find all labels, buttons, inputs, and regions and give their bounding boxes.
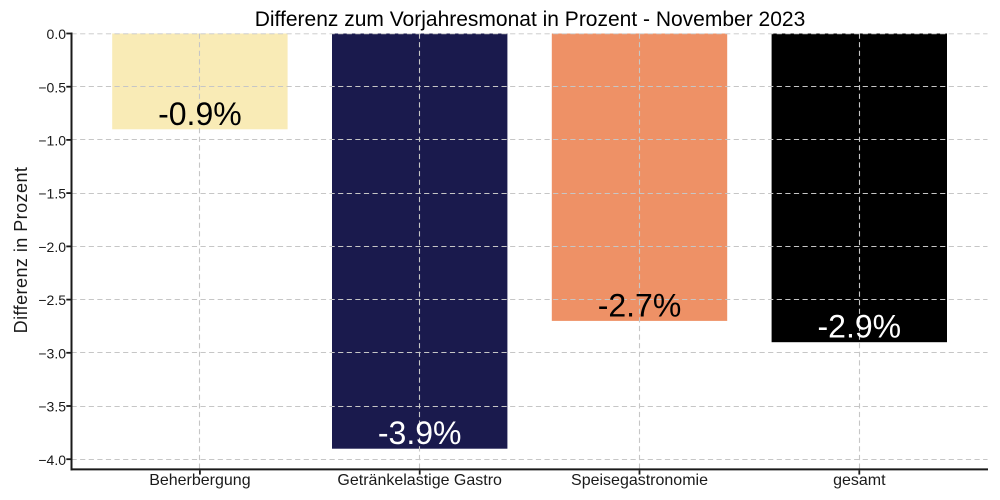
svg-text:-0.9%: -0.9%	[158, 96, 242, 132]
svg-text:0.0: 0.0	[47, 26, 67, 42]
svg-text:-2.7%: -2.7%	[598, 287, 682, 323]
svg-text:−3.0: −3.0	[38, 345, 66, 361]
svg-text:-3.9%: -3.9%	[378, 415, 462, 451]
svg-text:Speisegastronomie: Speisegastronomie	[571, 472, 708, 489]
svg-text:−2.5: −2.5	[38, 292, 66, 308]
svg-text:Differenz zum Vorjahresmonat i: Differenz zum Vorjahresmonat in Prozent …	[255, 8, 806, 31]
svg-text:Getränkelastige Gastro: Getränkelastige Gastro	[337, 472, 502, 489]
svg-text:−0.5: −0.5	[38, 79, 66, 95]
svg-text:Beherbergung: Beherbergung	[149, 472, 250, 489]
svg-text:−3.5: −3.5	[38, 399, 66, 415]
svg-text:−1.0: −1.0	[38, 133, 66, 149]
svg-text:−4.0: −4.0	[38, 452, 66, 468]
svg-text:−1.5: −1.5	[38, 186, 66, 202]
svg-text:Differenz in Prozent: Differenz in Prozent	[11, 167, 31, 334]
svg-text:-2.9%: -2.9%	[818, 309, 902, 345]
svg-text:−2.0: −2.0	[38, 239, 66, 255]
svg-text:gesamt: gesamt	[833, 472, 886, 489]
